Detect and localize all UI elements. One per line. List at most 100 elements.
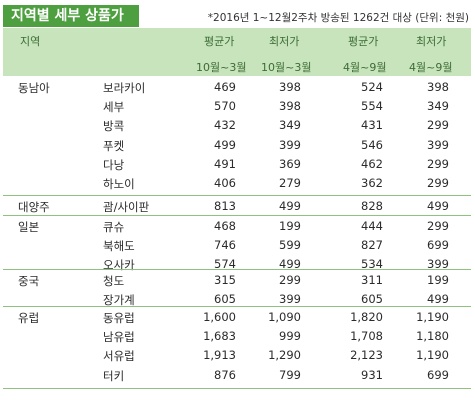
- price-cell: 570: [214, 99, 236, 114]
- header-col1-top: 평균가: [204, 35, 235, 48]
- price-cell: 1,913: [203, 348, 236, 363]
- city-label: 세부: [103, 100, 125, 115]
- price-cell: 299: [427, 156, 449, 171]
- price-cell: 399: [279, 292, 301, 307]
- group-divider: [3, 215, 471, 216]
- price-cell: 499: [214, 137, 236, 152]
- city-label: 다낭: [103, 157, 125, 172]
- group-divider: [3, 195, 471, 196]
- price-cell: 799: [279, 367, 301, 382]
- price-cell: 599: [279, 238, 301, 253]
- header-col1-bottom: 10월~3월: [196, 61, 247, 74]
- header-col4-top: 최저가: [416, 35, 447, 48]
- price-cell: 399: [279, 137, 301, 152]
- price-cell: 1,180: [416, 329, 449, 344]
- header-col2-bottom: 10월~3월: [261, 61, 312, 74]
- price-cell: 1,683: [203, 329, 236, 344]
- price-cell: 699: [427, 238, 449, 253]
- city-label: 장가계: [103, 293, 135, 308]
- city-label: 큐슈: [103, 220, 125, 234]
- price-cell: 499: [279, 257, 301, 272]
- price-cell: 406: [214, 176, 236, 190]
- price-cell: 279: [279, 176, 301, 190]
- price-cell: 362: [361, 176, 383, 190]
- price-cell: 999: [279, 329, 301, 344]
- city-label: 푸켓: [103, 138, 125, 153]
- price-cell: 546: [361, 137, 383, 152]
- price-cell: 349: [427, 99, 449, 114]
- price-cell: 199: [279, 219, 301, 233]
- region-label: 동남아: [18, 81, 50, 95]
- price-cell: 349: [279, 118, 301, 133]
- price-cell: 369: [279, 156, 301, 171]
- city-label: 방콕: [103, 119, 125, 134]
- city-label: 남유럽: [103, 330, 135, 345]
- price-cell: 524: [361, 80, 383, 94]
- price-cell: 431: [361, 118, 383, 133]
- price-cell: 1,190: [416, 348, 449, 363]
- price-cell: 827: [361, 238, 383, 253]
- table-bottom-line: [3, 388, 471, 389]
- price-cell: 813: [214, 199, 236, 213]
- table-title: 지역별 세부 상품가: [3, 5, 139, 27]
- price-cell: 1,090: [268, 310, 301, 324]
- header-col2-top: 최저가: [269, 35, 300, 48]
- price-cell: 1,708: [350, 329, 383, 344]
- city-label: 하노이: [103, 177, 135, 191]
- city-label: 오사카: [103, 258, 135, 273]
- region-label: 대양주: [18, 200, 50, 214]
- price-cell: 432: [214, 118, 236, 133]
- city-label: 터키: [103, 368, 125, 383]
- city-label: 청도: [103, 274, 125, 288]
- price-cell: 398: [279, 80, 301, 94]
- price-cell: 699: [427, 367, 449, 382]
- price-cell: 828: [361, 199, 383, 213]
- price-cell: 2,123: [350, 348, 383, 363]
- city-label: 괌/사이판: [103, 200, 150, 214]
- table-header: 지역 평균가 10월~3월 최저가 10월~3월 평균가 4월~9월 최저가 4…: [3, 28, 471, 76]
- header-col3-top: 평균가: [348, 35, 379, 48]
- price-cell: 605: [214, 292, 236, 307]
- price-cell: 605: [361, 292, 383, 307]
- price-cell: 499: [427, 199, 449, 213]
- price-cell: 399: [427, 137, 449, 152]
- price-cell: 299: [427, 219, 449, 233]
- price-cell: 315: [214, 273, 236, 287]
- region-label: 유럽: [18, 311, 40, 325]
- price-cell: 311: [361, 273, 383, 287]
- price-cell: 398: [279, 99, 301, 114]
- price-cell: 491: [214, 156, 236, 171]
- price-cell: 1,600: [203, 310, 236, 324]
- price-cell: 444: [361, 219, 383, 233]
- price-cell: 299: [279, 273, 301, 287]
- price-cell: 1,290: [268, 348, 301, 363]
- source-note: *2016년 1~12월2주차 방송된 1262건 대상 (단위: 천원): [207, 12, 469, 24]
- group-divider: [3, 269, 471, 270]
- price-cell: 499: [279, 199, 301, 213]
- price-cell: 931: [361, 367, 383, 382]
- price-cell: 746: [214, 238, 236, 253]
- price-cell: 299: [427, 176, 449, 190]
- city-label: 북해도: [103, 239, 135, 254]
- price-cell: 399: [427, 257, 449, 272]
- region-label: 중국: [18, 274, 40, 288]
- price-cell: 1,820: [350, 310, 383, 324]
- price-cell: 1,190: [416, 310, 449, 324]
- city-label: 동유럽: [103, 311, 135, 325]
- price-cell: 469: [214, 80, 236, 94]
- city-label: 보라카이: [103, 81, 146, 95]
- city-label: 서유럽: [103, 349, 135, 364]
- header-region: 지역: [20, 35, 41, 48]
- price-cell: 199: [427, 273, 449, 287]
- price-cell: 499: [427, 292, 449, 307]
- price-cell: 462: [361, 156, 383, 171]
- price-cell: 299: [427, 118, 449, 133]
- header-col3-bottom: 4월~9월: [343, 61, 387, 74]
- price-cell: 398: [427, 80, 449, 94]
- price-cell: 534: [361, 257, 383, 272]
- price-cell: 468: [214, 219, 236, 233]
- price-cell: 554: [361, 99, 383, 114]
- price-cell: 574: [214, 257, 236, 272]
- price-cell: 876: [214, 367, 236, 382]
- group-divider: [3, 306, 471, 307]
